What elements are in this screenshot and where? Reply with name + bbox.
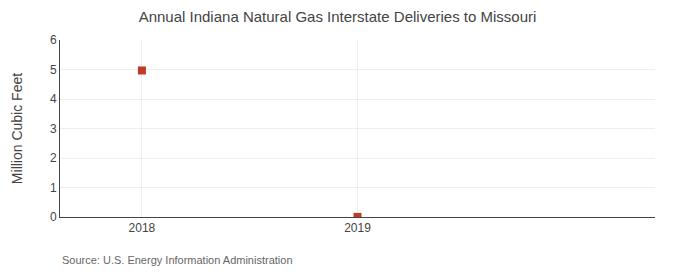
- svg-text:Million Cubic Feet: Million Cubic Feet: [9, 73, 25, 184]
- svg-text:5: 5: [50, 63, 57, 77]
- svg-text:1: 1: [50, 181, 57, 195]
- svg-text:2018: 2018: [129, 221, 156, 235]
- svg-text:0: 0: [50, 210, 57, 224]
- svg-text:4: 4: [50, 92, 57, 106]
- svg-text:2: 2: [50, 151, 57, 165]
- svg-text:3: 3: [50, 122, 57, 136]
- svg-text:6: 6: [50, 33, 57, 47]
- svg-text:Annual Indiana Natural Gas Int: Annual Indiana Natural Gas Interstate De…: [139, 8, 537, 25]
- svg-text:2019: 2019: [344, 221, 371, 235]
- svg-text:Source: U.S. Energy Informatio: Source: U.S. Energy Information Administ…: [62, 254, 293, 266]
